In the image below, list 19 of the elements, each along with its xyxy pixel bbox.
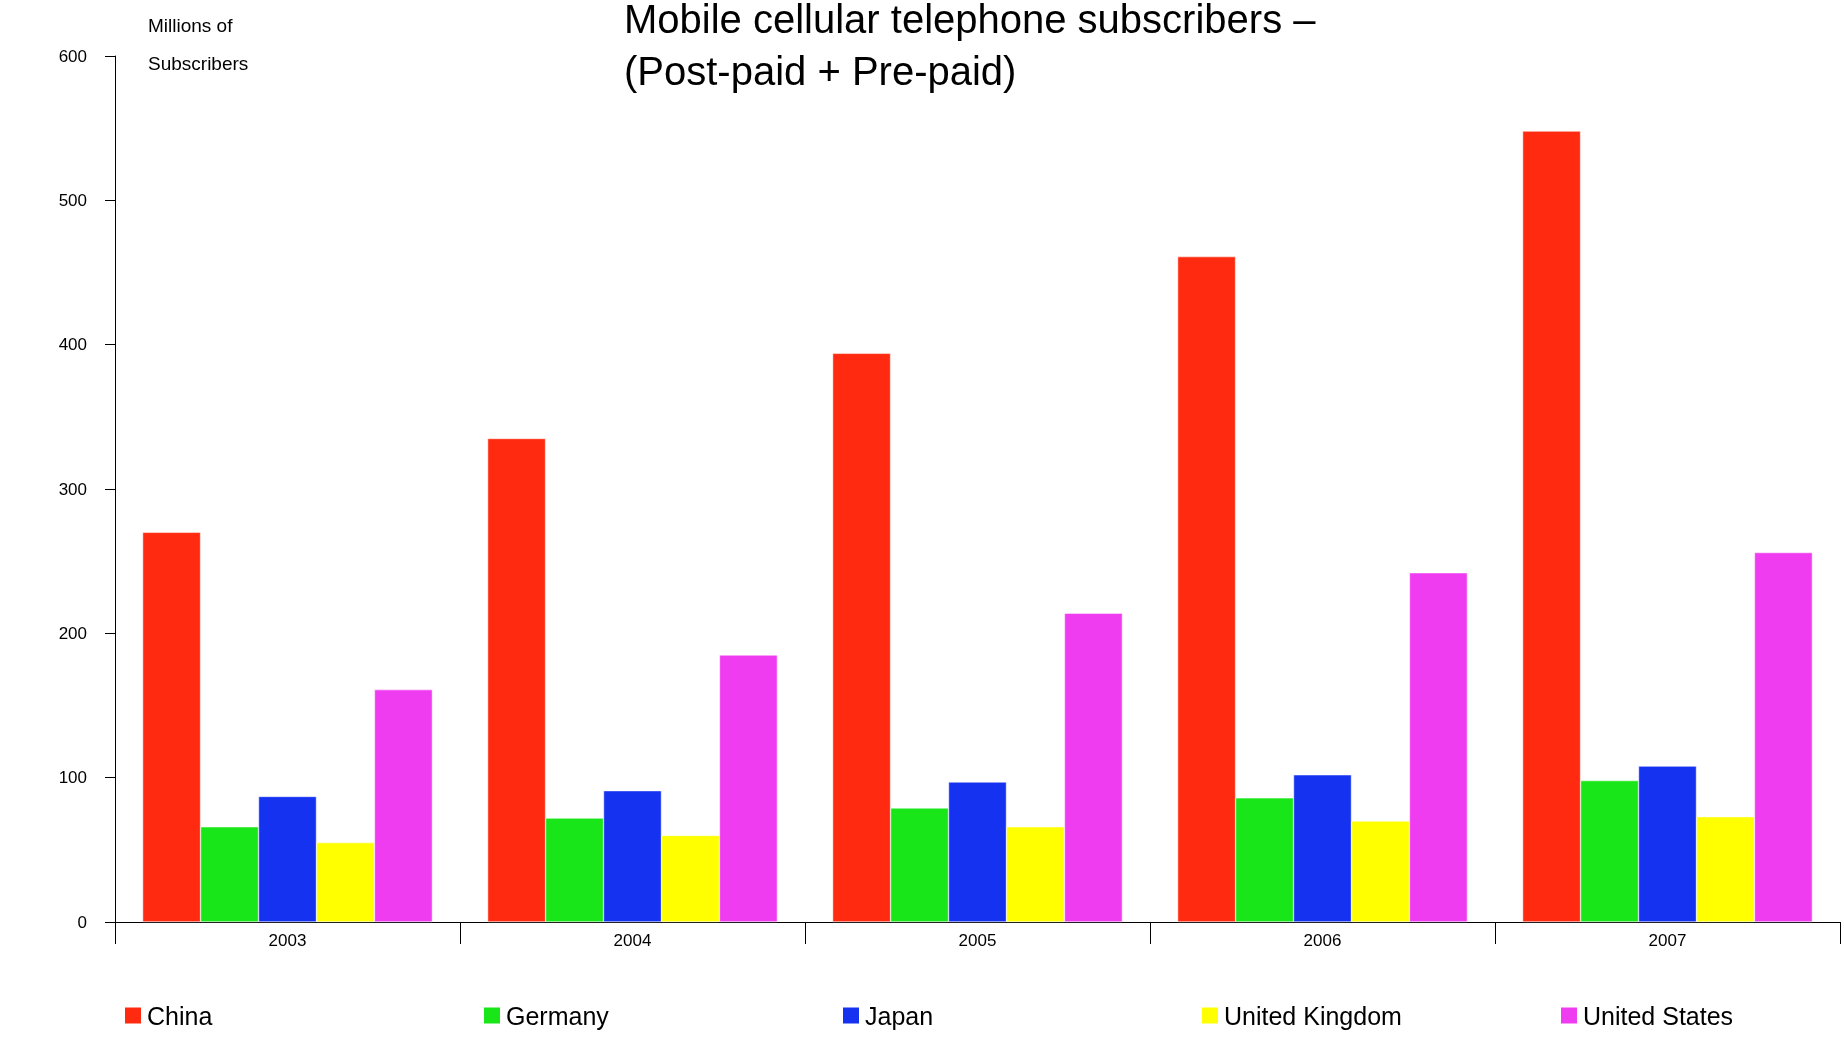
y-tick-label: 300 [58,479,87,499]
x-tick-label: 2006 [1303,931,1342,950]
y-tick-label: 400 [58,335,87,355]
legend-label: Japan [865,1001,934,1030]
y-tick-label: 0 [77,912,87,932]
x-tick-label: 2005 [958,931,997,950]
legend-label: United States [1583,1001,1734,1030]
y-tick-label: 600 [58,46,87,66]
x-tick-label: 2004 [613,931,652,950]
legend-label: United Kingdom [1224,1001,1402,1030]
legend-label: China [147,1001,213,1030]
y-tick-label: 500 [58,190,87,210]
chart-title: Mobile cellular telephone subscribers – (Post-paid + Pre-paid) [624,0,1317,93]
y-tick-label: 100 [58,768,87,788]
legend-label: Germany [506,1001,610,1030]
x-tick-label: 2007 [1648,931,1687,950]
y-axis-title: Millions of Subscribers [148,14,249,74]
x-tick-label: 2003 [268,931,307,950]
y-tick-label: 200 [58,623,87,643]
